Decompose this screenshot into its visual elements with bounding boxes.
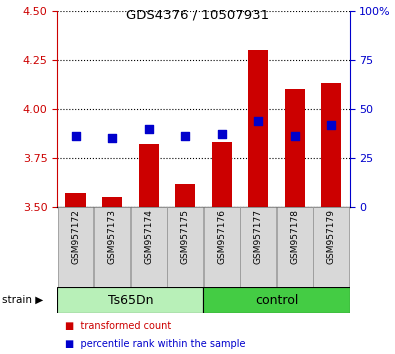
Bar bbox=[248, 50, 268, 207]
Text: GSM957174: GSM957174 bbox=[144, 210, 153, 264]
Point bbox=[255, 118, 261, 124]
Point bbox=[72, 133, 79, 139]
Text: control: control bbox=[255, 293, 298, 307]
Bar bbox=[131, 207, 167, 287]
Point bbox=[109, 136, 115, 141]
Point bbox=[218, 132, 225, 137]
Bar bbox=[58, 207, 94, 287]
Text: GSM957177: GSM957177 bbox=[254, 210, 263, 264]
Text: Ts65Dn: Ts65Dn bbox=[107, 293, 153, 307]
Text: GSM957175: GSM957175 bbox=[181, 210, 190, 264]
Text: GDS4376 / 10507931: GDS4376 / 10507931 bbox=[126, 9, 269, 22]
Bar bbox=[313, 207, 349, 287]
Bar bbox=[240, 207, 276, 287]
Bar bbox=[285, 89, 305, 207]
Text: GSM957178: GSM957178 bbox=[290, 210, 299, 264]
Bar bbox=[102, 197, 122, 207]
Bar bbox=[277, 207, 313, 287]
Text: GSM957173: GSM957173 bbox=[107, 210, 117, 264]
Text: ■  transformed count: ■ transformed count bbox=[65, 320, 171, 331]
Bar bbox=[175, 183, 195, 207]
Bar bbox=[57, 287, 203, 313]
Point bbox=[328, 122, 335, 127]
Text: strain ▶: strain ▶ bbox=[2, 295, 43, 305]
Bar bbox=[139, 144, 159, 207]
Bar bbox=[94, 207, 130, 287]
Point bbox=[292, 133, 298, 139]
Bar bbox=[203, 287, 350, 313]
Bar bbox=[204, 207, 240, 287]
Bar bbox=[66, 193, 86, 207]
Bar bbox=[212, 142, 232, 207]
Text: GSM957179: GSM957179 bbox=[327, 210, 336, 264]
Point bbox=[145, 126, 152, 131]
Text: GSM957176: GSM957176 bbox=[217, 210, 226, 264]
Bar bbox=[167, 207, 203, 287]
Point bbox=[182, 133, 188, 139]
Text: GSM957172: GSM957172 bbox=[71, 210, 80, 264]
Bar bbox=[321, 83, 341, 207]
Text: ■  percentile rank within the sample: ■ percentile rank within the sample bbox=[65, 339, 246, 349]
